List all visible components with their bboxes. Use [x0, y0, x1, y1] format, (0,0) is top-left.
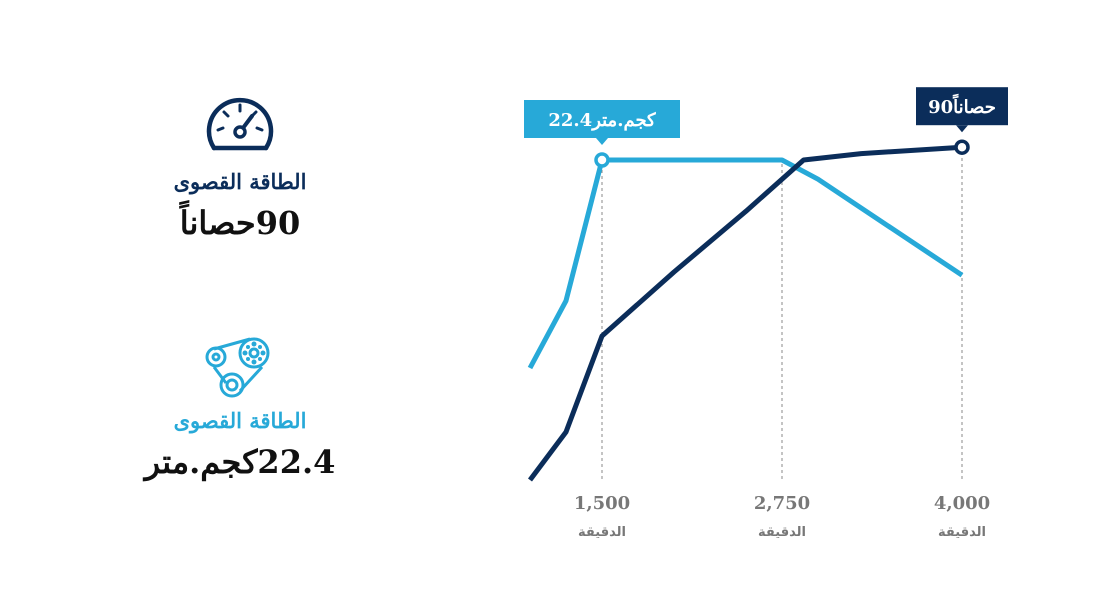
callout-marker-0: [594, 152, 610, 168]
max-power-value: 90حصاناً: [179, 204, 301, 242]
series-line-1: [528, 144, 963, 482]
callout-box-0: [524, 100, 680, 138]
performance-chart: 1,500 الدقيقة 2,750 الدقيقة 4,000 الدقيقة 22.4…: [524, 87, 1008, 540]
callout-pointer-0: [596, 138, 608, 145]
callout-marker-1: [954, 139, 970, 155]
speedometer-icon: [206, 97, 274, 151]
series-line-0: [527, 157, 964, 370]
x-tick-label: 1,500: [574, 493, 630, 514]
max-torque-value: 22.4كجم.متر: [144, 443, 336, 481]
callout-label-1: 90حصاناً: [928, 93, 996, 118]
x-tick-label: 4,000: [934, 493, 990, 514]
callout-label-0: 22.4كجم.متر: [548, 110, 656, 131]
max-power-label: الطاقة القصوى: [173, 169, 307, 194]
engine-belt-icon: [205, 337, 270, 398]
x-tick-label: 2,750: [754, 493, 810, 514]
max-torque-label: الطاقة القصوى: [173, 408, 307, 433]
callout-pointer-1: [956, 125, 968, 133]
x-tick-unit: الدقيقة: [758, 525, 806, 540]
x-tick-unit: الدقيقة: [938, 525, 986, 540]
x-tick-unit: الدقيقة: [578, 525, 626, 540]
max-torque-block: الطاقة القصوى 22.4كجم.متر: [120, 335, 360, 483]
callout-box-1: [916, 87, 1008, 126]
max-power-block: الطاقة القصوى 90حصاناً: [120, 90, 360, 244]
